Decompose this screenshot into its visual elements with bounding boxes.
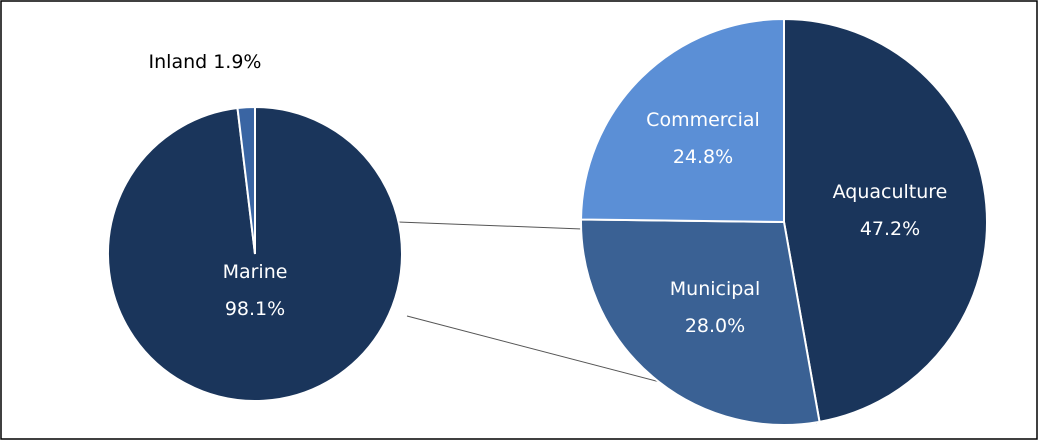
slice-value-label: 1.9% <box>213 51 261 73</box>
slice-name: Aquaculture <box>833 181 948 203</box>
slice-name: Inland <box>149 51 208 73</box>
connector-line <box>397 221 583 230</box>
slice-name: Municipal <box>670 278 760 300</box>
slice-label: Aquaculture 47.2% <box>833 181 948 240</box>
slice-label: Municipal 28.0% <box>670 278 760 337</box>
slice-value-label: 47.2% <box>860 218 920 240</box>
slice-label: Inland 1.9% <box>149 51 262 73</box>
slice-name: Marine <box>223 261 288 283</box>
slice-label: Marine 98.1% <box>223 261 288 320</box>
pie-slice <box>580 17 785 224</box>
pie-slice <box>783 17 989 424</box>
slice-name: Commercial <box>646 109 760 131</box>
slice-value-label: 28.0% <box>685 315 745 337</box>
slice-value-label: 24.8% <box>673 146 733 168</box>
pie-slice <box>236 105 256 255</box>
slice-label: Commercial 24.8% <box>646 109 760 168</box>
slice-value-label: 98.1% <box>225 298 285 320</box>
pie-slice <box>580 218 821 426</box>
